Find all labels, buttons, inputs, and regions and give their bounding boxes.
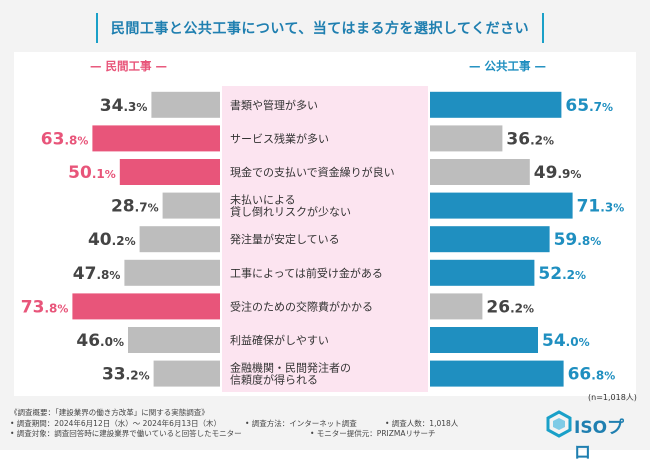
right-bar-7 — [430, 327, 538, 353]
right-value-7: 54.0% — [542, 331, 590, 351]
footer-provider: • モニター提供元：PRIZMAリサーチ — [310, 429, 436, 438]
left-value-3: 28.7% — [111, 197, 159, 217]
footer-line-3: • 調査対象：調査回答時に建設業界で働いていると回答したモニター • モニター提… — [10, 429, 436, 440]
left-value-1: 63.8% — [41, 129, 89, 149]
left-value-2: 50.1% — [68, 163, 116, 183]
left-bar-5 — [124, 259, 220, 286]
left-bar-6 — [72, 293, 221, 320]
title-right-bar — [542, 13, 544, 43]
footer-count: • 調査人数：1,018人 — [385, 418, 459, 428]
category-label-8: 金融機関・民間発注者の信頼度が得られる — [230, 361, 351, 387]
footer-line-2: • 調査期間：2024年6月12日（水）～ 2024年6月13日（木） • 調査… — [10, 418, 458, 430]
footer-target: • 調査対象：調査回答時に建設業界で働いていると回答したモニター — [10, 429, 242, 438]
right-bar-5 — [430, 259, 535, 286]
iso-pro-logo: ISOプロ — [546, 410, 636, 463]
right-series-label: — 公共工事 — — [469, 59, 547, 73]
footer-method: • 調査方法：インターネット調査 — [245, 418, 357, 428]
left-series-label-text: 民間工事 — [105, 59, 152, 73]
left-bar-2 — [119, 159, 220, 185]
logo-text: ISOプロ — [574, 418, 625, 463]
left-bar-1 — [92, 125, 220, 152]
left-value-5: 47.8% — [73, 264, 121, 284]
category-label-3: 未払いによる貸し倒れリスクが少ない — [230, 193, 351, 219]
right-bar-4 — [430, 226, 550, 253]
left-bar-7 — [128, 327, 220, 353]
right-bar-2 — [430, 159, 530, 185]
right-value-5: 52.2% — [538, 264, 586, 284]
left-value-4: 40.2% — [88, 230, 136, 250]
category-band — [222, 86, 428, 392]
category-label-1: サービス残業が多い — [230, 131, 329, 145]
category-label-0: 書類や管理が多い — [230, 98, 318, 112]
category-label-4: 発注量が安定している — [230, 232, 340, 246]
right-bar-0 — [430, 91, 562, 118]
right-bar-1 — [430, 125, 503, 152]
right-value-4: 59.8% — [554, 230, 602, 250]
right-bar-8 — [430, 360, 564, 387]
left-series-label: — 民間工事 — — [90, 59, 168, 73]
left-value-6: 73.8% — [21, 297, 69, 317]
right-value-2: 49.9% — [534, 163, 582, 183]
right-series-label-text: 公共工事 — [484, 59, 531, 73]
left-bar-0 — [151, 91, 220, 118]
survey-footer: 《調査概要：「建設業界の働き方改革」に関する実態調査》 • 調査期間：2024年… — [10, 408, 458, 440]
footer-line-1: 《調査概要：「建設業界の働き方改革」に関する実態調査》 — [10, 408, 209, 417]
sample-size-note: (n=1,018人) — [588, 393, 637, 402]
title-left-bar — [96, 13, 98, 43]
right-value-3: 71.3% — [577, 197, 625, 217]
left-bar-8 — [153, 360, 220, 387]
title-box: 民間工事と公共工事について、当てはまる方を選択してください — [96, 13, 544, 43]
category-label-7: 利益確保がしやすい — [230, 333, 329, 347]
category-label-5: 工事によっては前受け金がある — [230, 266, 383, 280]
right-value-0: 65.7% — [565, 96, 613, 116]
right-value-8: 66.8% — [568, 365, 616, 385]
left-bar-3 — [162, 192, 220, 219]
logo-hexagon-icon — [546, 410, 572, 438]
left-value-0: 34.3% — [100, 96, 148, 116]
chart-title: 民間工事と公共工事について、当てはまる方を選択してください — [110, 21, 530, 37]
right-value-6: 26.2% — [486, 297, 534, 317]
right-bar-6 — [430, 293, 483, 320]
footer-period: • 調査期間：2024年6月12日（水）～ 2024年6月13日（木） — [10, 418, 221, 428]
category-label-2: 現金での支払いで資金繰りが良い — [230, 165, 395, 179]
butterfly-chart: 34.3% 65.7% 書類や管理が多い 63.8% 36.2% サービス残業が多い 50.… — [21, 86, 625, 392]
left-value-7: 46.0% — [76, 331, 124, 351]
left-value-8: 33.2% — [102, 365, 150, 385]
right-bar-3 — [430, 192, 573, 219]
right-value-1: 36.2% — [506, 129, 554, 149]
category-label-6: 受注のための交際費がかかる — [230, 299, 373, 313]
left-bar-4 — [139, 226, 220, 253]
